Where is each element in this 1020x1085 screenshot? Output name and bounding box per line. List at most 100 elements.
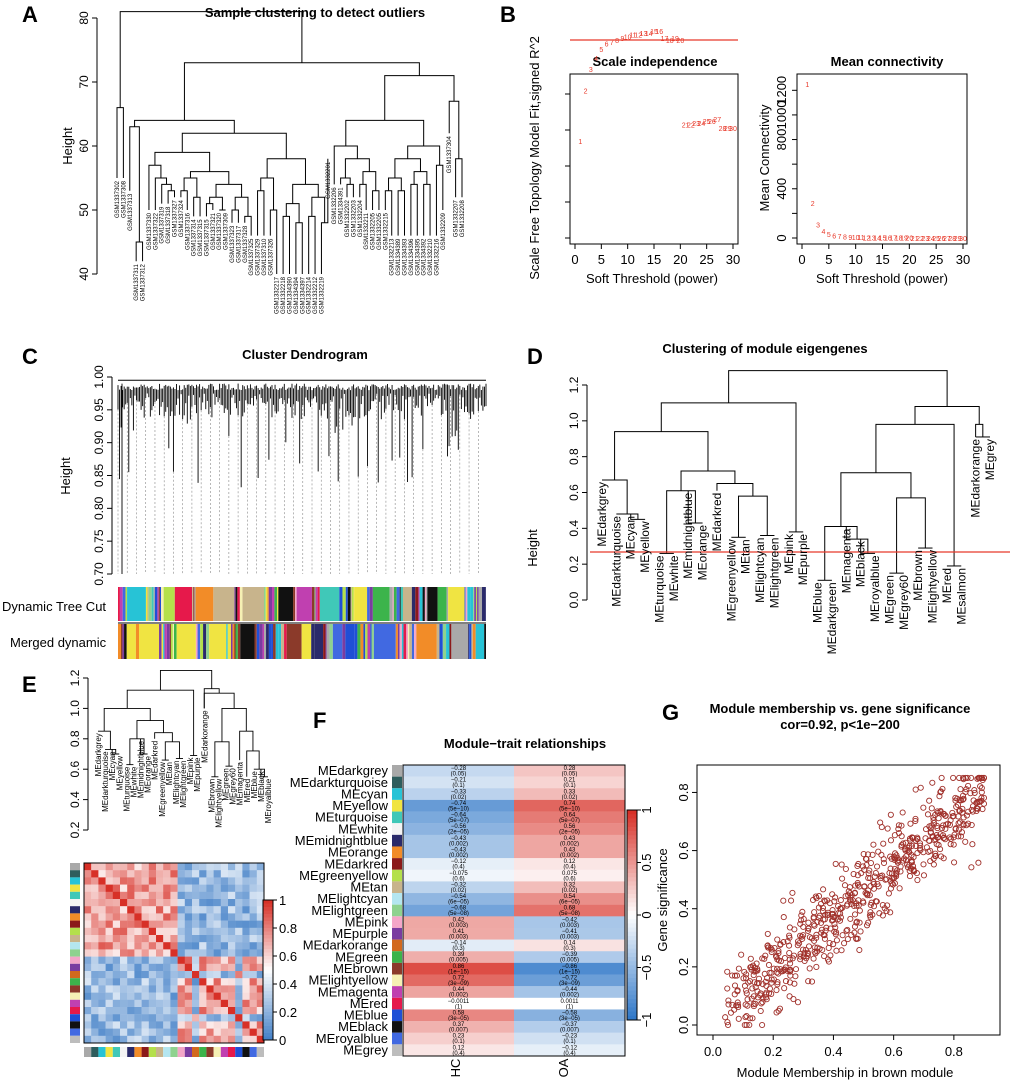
panel-c-color-segment	[427, 587, 438, 621]
panel-e-heat-cell	[220, 935, 229, 943]
panel-e-heat-cell	[220, 992, 229, 1000]
panel-c-color-segment	[396, 587, 400, 621]
panel-g-point	[732, 972, 739, 979]
panel-g-point	[880, 840, 887, 847]
panel-e-heat-cell	[256, 906, 265, 914]
panel-e-row-color	[70, 978, 80, 986]
panel-f-row-label: MEcyan	[341, 786, 388, 801]
panel-b-left-point: 18	[666, 38, 674, 45]
panel-e-branch	[154, 732, 173, 742]
panel-c-color-segment	[226, 624, 228, 659]
panel-c-color-segment	[197, 624, 201, 659]
panel-g-point	[916, 840, 924, 847]
panel-e-col-color	[242, 1047, 250, 1057]
panel-g-point	[980, 794, 988, 801]
panel-f-legend-swatch	[627, 906, 637, 912]
panel-e-heat-cell	[242, 985, 250, 993]
panel-e-heat-cell	[170, 949, 178, 957]
panel-f-cell-pvalue: (0.4)	[452, 865, 464, 871]
panel-f-cell-pvalue: (0.05)	[562, 772, 578, 778]
panel-d-leaf-label: MEpink	[782, 533, 796, 574]
panel-f-cell-pvalue: (0.002)	[449, 853, 468, 859]
panel-g-point	[920, 861, 927, 868]
panel-e-row-color	[70, 877, 80, 885]
panel-a-branch	[285, 203, 300, 223]
panel-f-legend-swatch	[627, 852, 637, 857]
panel-e-heat-cell	[105, 942, 113, 950]
panel-g-point	[734, 987, 741, 994]
panel-d-leaf-label: MEgreen	[882, 575, 896, 624]
panel-e-heat-cell	[184, 978, 193, 986]
panel-g-point	[904, 861, 911, 868]
panel-e-branch	[111, 749, 120, 755]
panel-e-heat-cell	[249, 949, 257, 957]
panel-a-leaf-label: GSM1332218	[281, 276, 287, 314]
panel-e-heat-cell	[134, 1021, 142, 1029]
panel-b-right-point: 20	[905, 236, 913, 243]
panel-g-point	[759, 998, 766, 1006]
panel-c-tick-label: 0.75	[92, 529, 106, 553]
panel-g-point	[879, 912, 886, 919]
panel-e-heat-cell	[192, 999, 200, 1008]
panel-f-cell-pvalue: (0.002)	[449, 993, 468, 999]
panel-e-col-color	[170, 1047, 178, 1057]
panel-g: Module membership vs. gene significance …	[655, 701, 1001, 1080]
panel-f-heat-cell	[403, 974, 514, 987]
panel-a-leaf-label: GSM1337320	[217, 212, 223, 250]
panel-b-right-point: 1	[805, 82, 809, 89]
panel-g-point	[853, 919, 860, 926]
panel-f-heat-cell	[403, 1021, 514, 1033]
panel-e-legend-swatch	[263, 907, 273, 911]
panel-e-heat-cell	[141, 877, 149, 885]
panel-g-point	[953, 803, 960, 810]
panel-c-color-segment	[477, 587, 479, 621]
panel-e-heat-cell	[242, 999, 250, 1008]
panel-e-heat-cell	[220, 971, 229, 979]
panel-g-point	[870, 903, 878, 910]
panel-g-point	[891, 832, 898, 839]
panel-f-legend-swatch	[627, 902, 637, 908]
panel-f-cell-value: −0.23	[562, 1034, 578, 1040]
panel-g-title: Module membership vs. gene significance	[710, 701, 971, 716]
panel-f-cell-value: −0.54	[451, 894, 467, 900]
panel-c-color-segment	[472, 624, 476, 659]
panel-a-leaf-label: GSM1337319	[160, 206, 166, 244]
panel-e-col-color	[148, 1047, 156, 1057]
panel-e-heat-cell	[120, 906, 128, 914]
panel-f-legend-swatch	[627, 986, 637, 992]
panel-c-color-segment	[254, 624, 257, 659]
panel-e-heat-cell	[156, 956, 164, 964]
panel-g-point	[821, 935, 828, 942]
panel-f-row-label: MEdarkorange	[303, 938, 388, 953]
panel-g-point	[735, 965, 742, 972]
panel-e-legend-swatch	[263, 994, 273, 999]
panel-e-heat-cell	[156, 985, 164, 993]
panel-b-left-point: 5	[599, 47, 603, 54]
panel-g-point	[969, 841, 976, 848]
panel-f-legend-swatch	[627, 940, 637, 945]
panel-a-leaf-label: GSM1334390	[288, 276, 294, 314]
panel-f-cell-value: 0.56	[564, 824, 576, 830]
panel-g-point	[780, 897, 787, 904]
panel-e-heat-cell	[84, 863, 92, 871]
panel-g-point	[786, 942, 793, 949]
panel-g-point	[740, 975, 747, 982]
panel-e-heat-cell	[192, 870, 200, 878]
panel-e-heat-cell	[228, 1007, 236, 1015]
panel-g-point	[952, 826, 959, 833]
panel-f-cell-pvalue: (0.005)	[560, 958, 579, 964]
panel-e-heat-cell	[112, 956, 121, 964]
panel-g-point	[978, 785, 985, 792]
panel-e-heat-cell	[199, 899, 207, 907]
panel-c-color-segment	[371, 624, 374, 659]
panel-e-heat-cell	[127, 906, 135, 914]
panel-f-row-label: MEbrown	[333, 961, 388, 976]
panel-b-right-point: 27	[943, 236, 951, 243]
panel-e-heat-cell	[184, 949, 193, 957]
panel-f-heat-cell	[403, 927, 514, 940]
panel-g-point	[865, 887, 872, 894]
panel-f-cell-pvalue: (1e−15)	[448, 969, 469, 975]
panel-c-color-segment	[293, 587, 296, 621]
panel-e-branch	[105, 748, 117, 754]
panel-a-branch	[423, 183, 431, 236]
